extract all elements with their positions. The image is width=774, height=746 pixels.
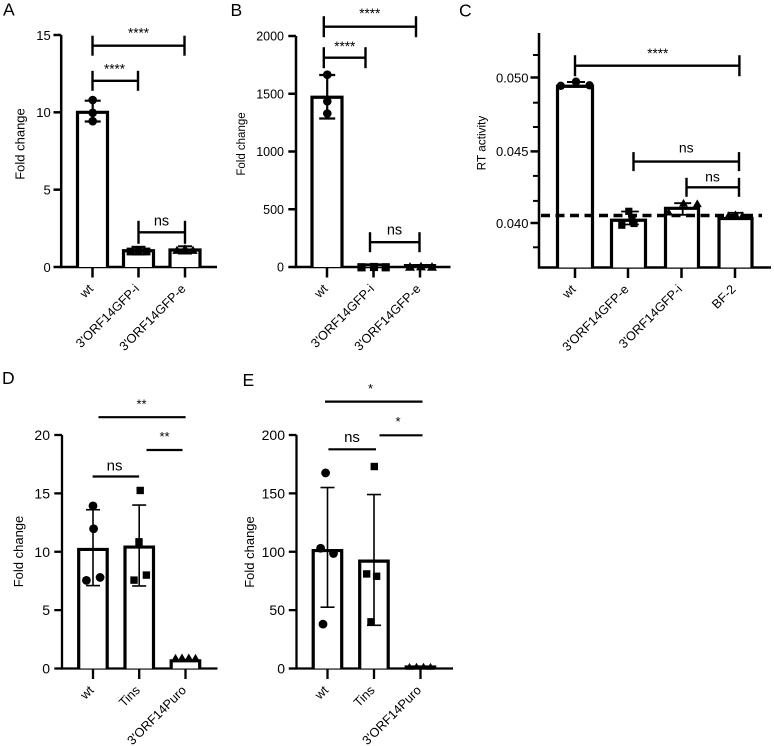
svg-text:0.050: 0.050 bbox=[496, 70, 529, 85]
svg-text:ns: ns bbox=[344, 429, 360, 446]
svg-text:20: 20 bbox=[34, 427, 50, 443]
svg-text:****: **** bbox=[334, 39, 356, 54]
svg-text:10: 10 bbox=[34, 544, 50, 560]
svg-text:150: 150 bbox=[262, 485, 286, 501]
svg-text:****: **** bbox=[104, 61, 126, 76]
svg-text:0: 0 bbox=[42, 661, 50, 677]
svg-text:Fold change: Fold change bbox=[236, 112, 248, 175]
svg-text:ns: ns bbox=[154, 214, 169, 230]
svg-text:****: **** bbox=[647, 46, 669, 61]
svg-text:ns: ns bbox=[387, 223, 402, 239]
svg-text:0: 0 bbox=[277, 661, 285, 677]
svg-text:A: A bbox=[3, 0, 15, 20]
svg-text:RT activity: RT activity bbox=[475, 116, 489, 171]
svg-text:*: * bbox=[368, 381, 373, 396]
svg-text:ns: ns bbox=[705, 168, 720, 184]
svg-text:50: 50 bbox=[269, 602, 285, 618]
svg-text:0.040: 0.040 bbox=[496, 216, 529, 231]
svg-text:****: **** bbox=[128, 25, 150, 40]
svg-text:15: 15 bbox=[34, 485, 50, 501]
svg-text:****: **** bbox=[359, 6, 381, 21]
svg-text:1000: 1000 bbox=[256, 145, 284, 159]
svg-text:5: 5 bbox=[42, 602, 50, 618]
svg-text:15: 15 bbox=[36, 28, 50, 43]
svg-text:Fold change: Fold change bbox=[11, 516, 26, 588]
svg-text:0: 0 bbox=[277, 261, 284, 275]
svg-text:C: C bbox=[459, 1, 472, 21]
svg-text:**: ** bbox=[159, 429, 169, 444]
svg-text:0.045: 0.045 bbox=[496, 144, 529, 159]
svg-text:*: * bbox=[395, 414, 400, 429]
svg-text:ns: ns bbox=[679, 139, 694, 155]
svg-text:Fold change: Fold change bbox=[242, 516, 257, 588]
svg-text:2000: 2000 bbox=[256, 30, 284, 44]
svg-text:E: E bbox=[243, 370, 255, 390]
svg-text:200: 200 bbox=[262, 427, 286, 443]
svg-text:D: D bbox=[2, 368, 15, 388]
svg-text:1500: 1500 bbox=[256, 87, 284, 101]
svg-text:0: 0 bbox=[43, 260, 50, 275]
svg-text:Fold change: Fold change bbox=[13, 108, 28, 180]
svg-text:**: ** bbox=[136, 397, 146, 412]
svg-text:ns: ns bbox=[107, 457, 123, 474]
svg-text:B: B bbox=[231, 0, 243, 20]
svg-text:500: 500 bbox=[263, 203, 284, 217]
svg-text:100: 100 bbox=[262, 544, 286, 560]
svg-text:10: 10 bbox=[36, 105, 50, 120]
svg-text:5: 5 bbox=[43, 182, 50, 197]
